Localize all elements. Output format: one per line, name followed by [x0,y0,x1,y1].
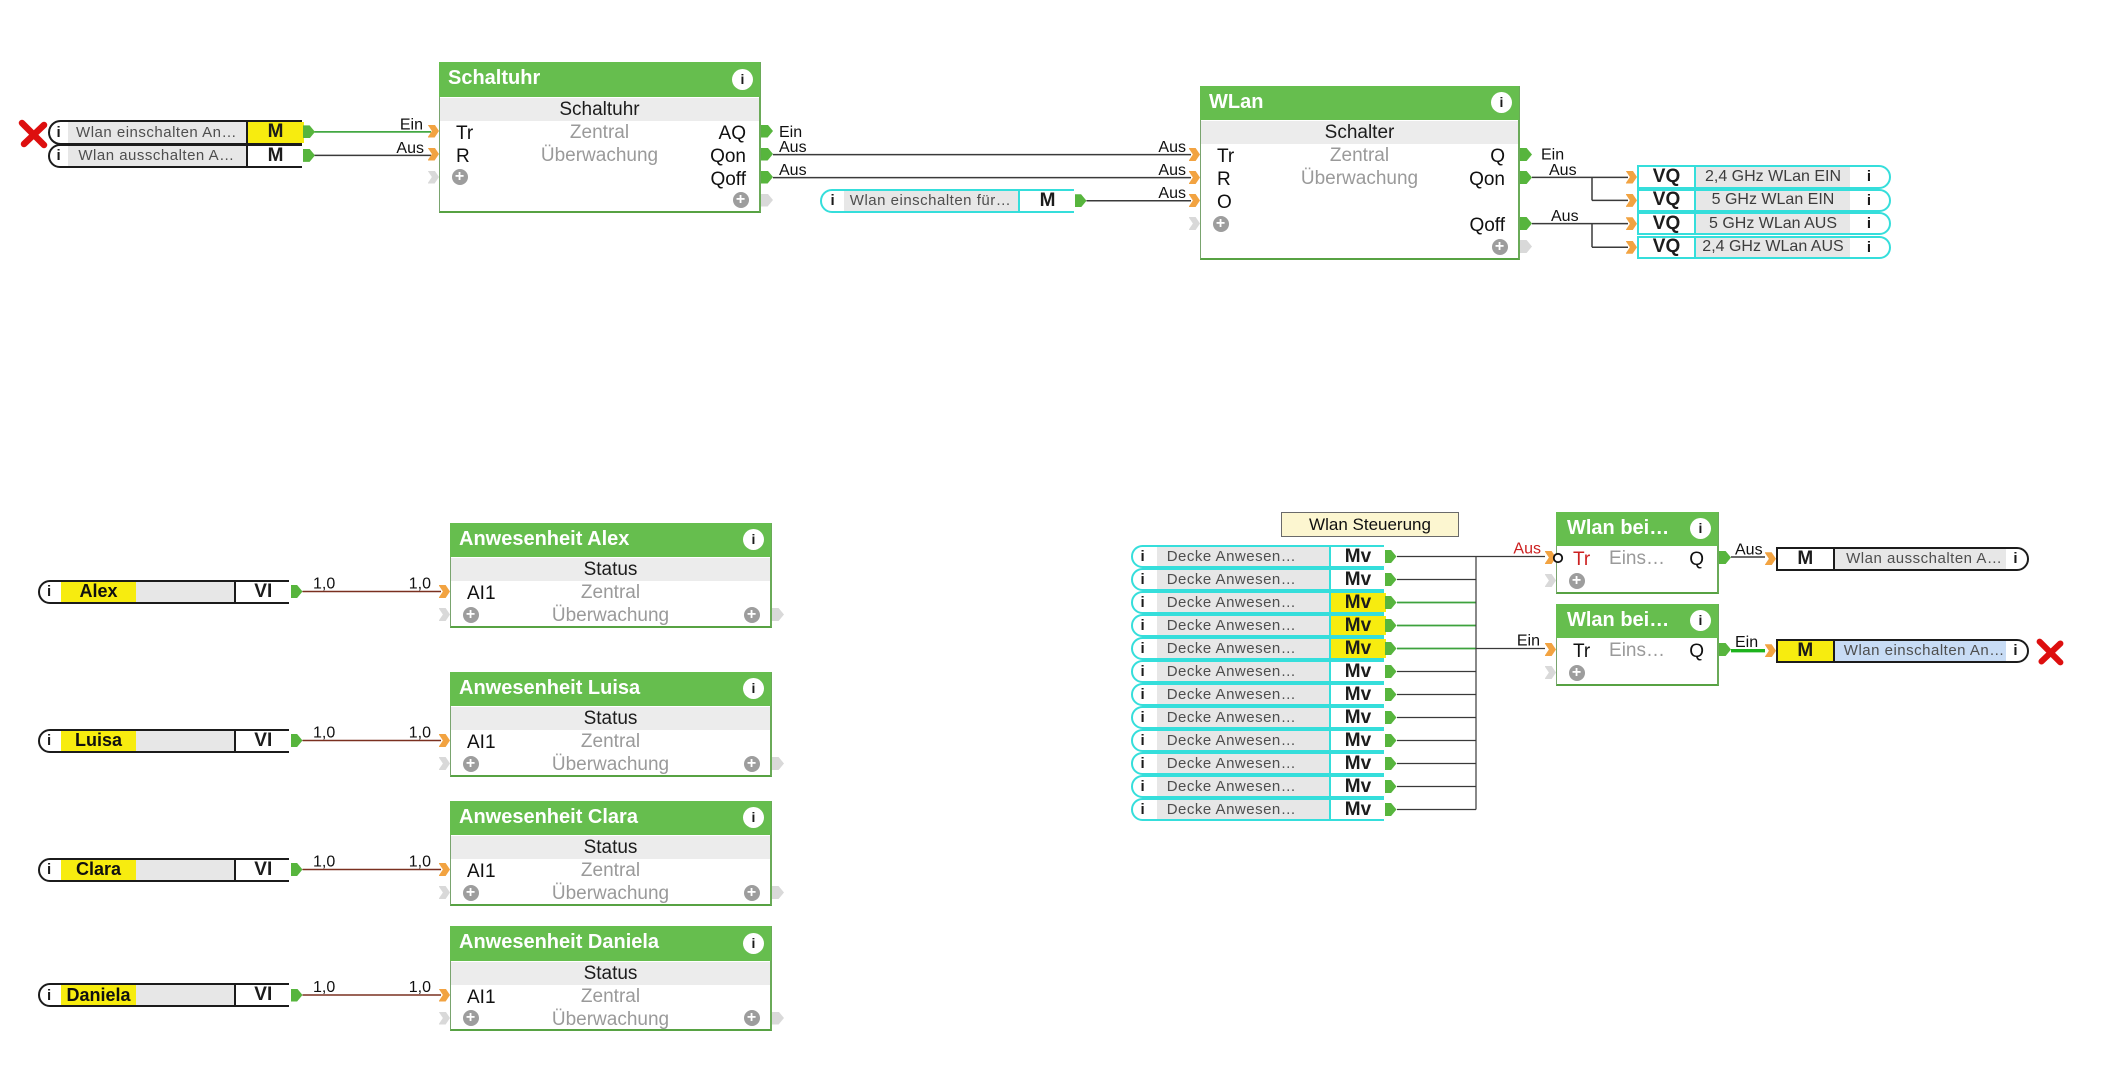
svg-text:1,0: 1,0 [409,576,431,593]
svg-text:Ein: Ein [1517,633,1540,650]
svg-text:1,0: 1,0 [313,725,335,742]
svg-text:Aus: Aus [1158,185,1186,202]
svg-text:1,0: 1,0 [409,854,431,871]
svg-text:Ein: Ein [400,116,423,133]
svg-text:Aus: Aus [396,140,424,157]
svg-text:1,0: 1,0 [313,979,335,996]
svg-text:1,0: 1,0 [313,854,335,871]
svg-text:Aus: Aus [779,139,807,156]
svg-text:1,0: 1,0 [313,576,335,593]
svg-text:Aus: Aus [1549,162,1577,179]
svg-text:Aus: Aus [779,162,807,179]
svg-text:Ein: Ein [1541,147,1564,164]
svg-text:Aus: Aus [1551,208,1579,225]
svg-text:1,0: 1,0 [409,725,431,742]
svg-text:1,0: 1,0 [409,979,431,996]
svg-text:Aus: Aus [1513,541,1541,558]
svg-text:Aus: Aus [1735,542,1763,559]
svg-text:Ein: Ein [779,124,802,141]
svg-text:Ein: Ein [1735,634,1758,651]
svg-text:Aus: Aus [1158,139,1186,156]
svg-text:Aus: Aus [1158,162,1186,179]
